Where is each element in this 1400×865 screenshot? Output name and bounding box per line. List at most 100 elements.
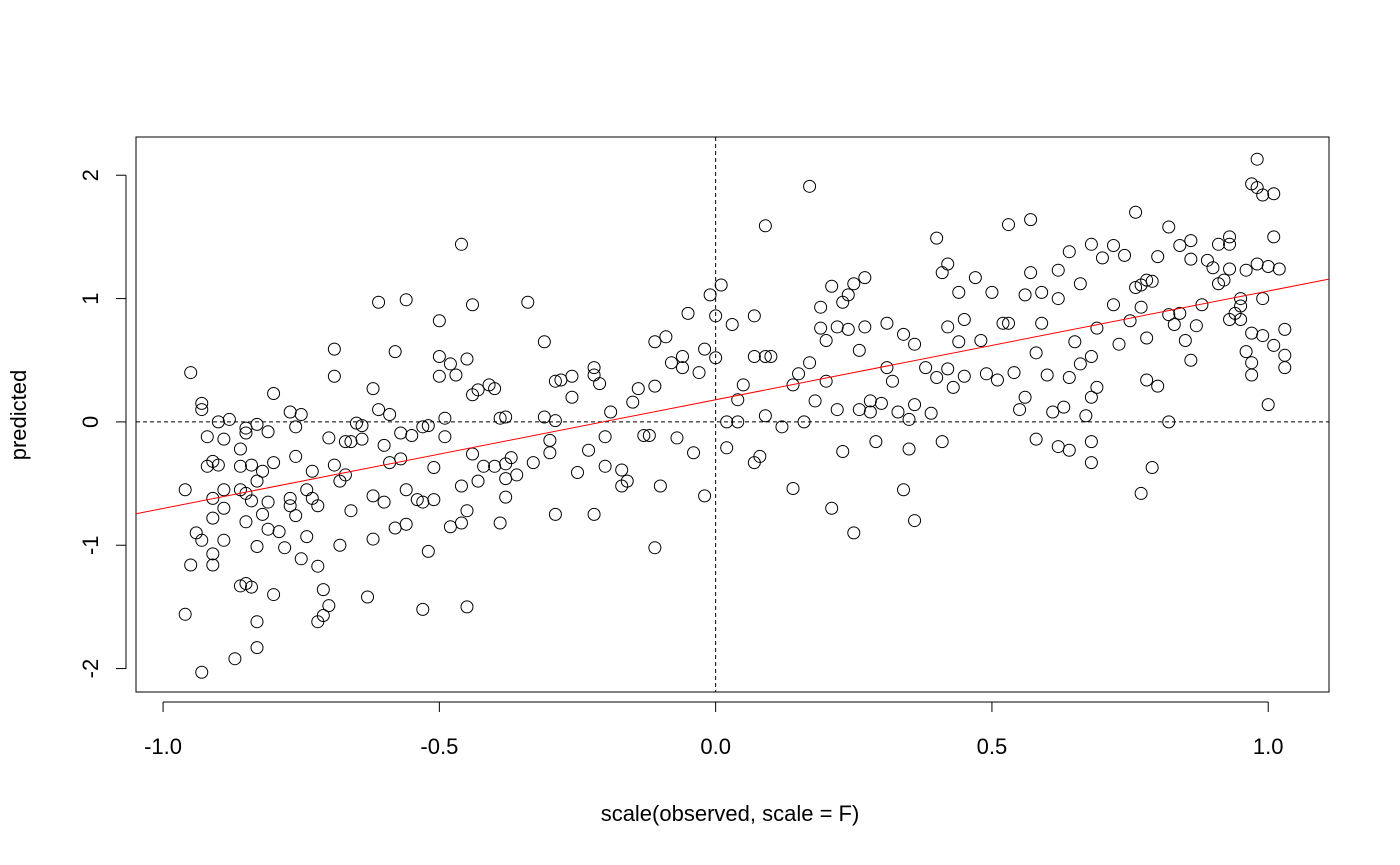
- point: [548, 507, 562, 521]
- point: [377, 438, 391, 452]
- point: [852, 403, 866, 417]
- point: [825, 501, 839, 515]
- point: [720, 441, 734, 455]
- point: [1245, 356, 1259, 370]
- point: [537, 335, 551, 349]
- point: [935, 435, 949, 449]
- point: [289, 509, 303, 523]
- point: [300, 530, 314, 544]
- point: [747, 309, 761, 323]
- point: [1062, 443, 1076, 457]
- point: [841, 322, 855, 336]
- point: [670, 431, 684, 445]
- point: [316, 609, 330, 623]
- point: [250, 474, 264, 488]
- point: [830, 320, 844, 334]
- point: [1051, 440, 1065, 454]
- point: [990, 373, 1004, 387]
- point: [869, 435, 883, 449]
- point: [891, 405, 905, 419]
- point: [344, 504, 358, 518]
- point: [1079, 409, 1093, 423]
- point: [1223, 230, 1237, 244]
- point: [233, 442, 247, 456]
- point: [1002, 218, 1016, 232]
- point: [1145, 274, 1159, 288]
- point: [272, 525, 286, 539]
- point: [736, 378, 750, 392]
- point: [582, 443, 596, 457]
- x-tick-label: 0.0: [700, 734, 731, 759]
- point: [427, 493, 441, 507]
- point: [1007, 366, 1021, 380]
- point: [830, 403, 844, 417]
- point: [1195, 298, 1209, 312]
- point: [1129, 205, 1143, 219]
- point: [261, 425, 275, 439]
- point: [1234, 313, 1248, 327]
- point: [217, 533, 231, 547]
- point: [1278, 361, 1292, 375]
- point: [361, 590, 375, 604]
- point: [454, 479, 468, 493]
- point: [366, 532, 380, 546]
- point: [488, 382, 502, 396]
- point: [289, 449, 303, 463]
- point: [316, 583, 330, 597]
- point: [1223, 262, 1237, 276]
- point: [1223, 313, 1237, 327]
- point: [416, 602, 430, 616]
- point: [443, 520, 457, 534]
- point: [454, 516, 468, 530]
- point: [1140, 373, 1154, 387]
- point: [366, 382, 380, 396]
- point: [250, 615, 264, 629]
- point: [244, 494, 258, 508]
- point: [211, 458, 225, 472]
- point: [244, 458, 258, 472]
- point: [1040, 368, 1054, 382]
- point: [1162, 415, 1176, 429]
- point: [250, 641, 264, 655]
- point: [1084, 237, 1098, 251]
- point: [421, 544, 435, 558]
- point: [1272, 262, 1286, 276]
- point: [394, 426, 408, 440]
- point: [184, 366, 198, 380]
- point: [698, 489, 712, 503]
- point: [1140, 331, 1154, 345]
- point: [1261, 260, 1275, 273]
- point: [897, 327, 911, 341]
- point: [792, 367, 806, 381]
- point: [565, 369, 579, 383]
- point: [195, 533, 209, 547]
- point: [659, 330, 673, 344]
- point: [283, 491, 297, 505]
- point: [499, 472, 513, 486]
- point: [1106, 239, 1120, 253]
- point: [1145, 461, 1159, 475]
- point: [747, 350, 761, 364]
- point: [620, 474, 634, 488]
- point: [294, 552, 308, 566]
- point: [372, 295, 386, 309]
- point: [1256, 292, 1270, 306]
- x-tick-label: -0.5: [420, 734, 458, 759]
- point: [1084, 435, 1098, 449]
- point: [206, 547, 220, 561]
- point: [184, 558, 198, 572]
- point: [1184, 353, 1198, 367]
- point: [653, 479, 667, 493]
- point: [1134, 300, 1148, 314]
- point: [233, 459, 247, 473]
- point: [753, 449, 767, 463]
- point: [206, 511, 220, 525]
- point: [858, 271, 872, 285]
- point: [460, 600, 474, 614]
- point: [1245, 368, 1259, 382]
- point: [874, 396, 888, 410]
- point: [493, 411, 507, 425]
- point: [675, 361, 689, 375]
- point: [499, 410, 513, 424]
- point: [897, 483, 911, 497]
